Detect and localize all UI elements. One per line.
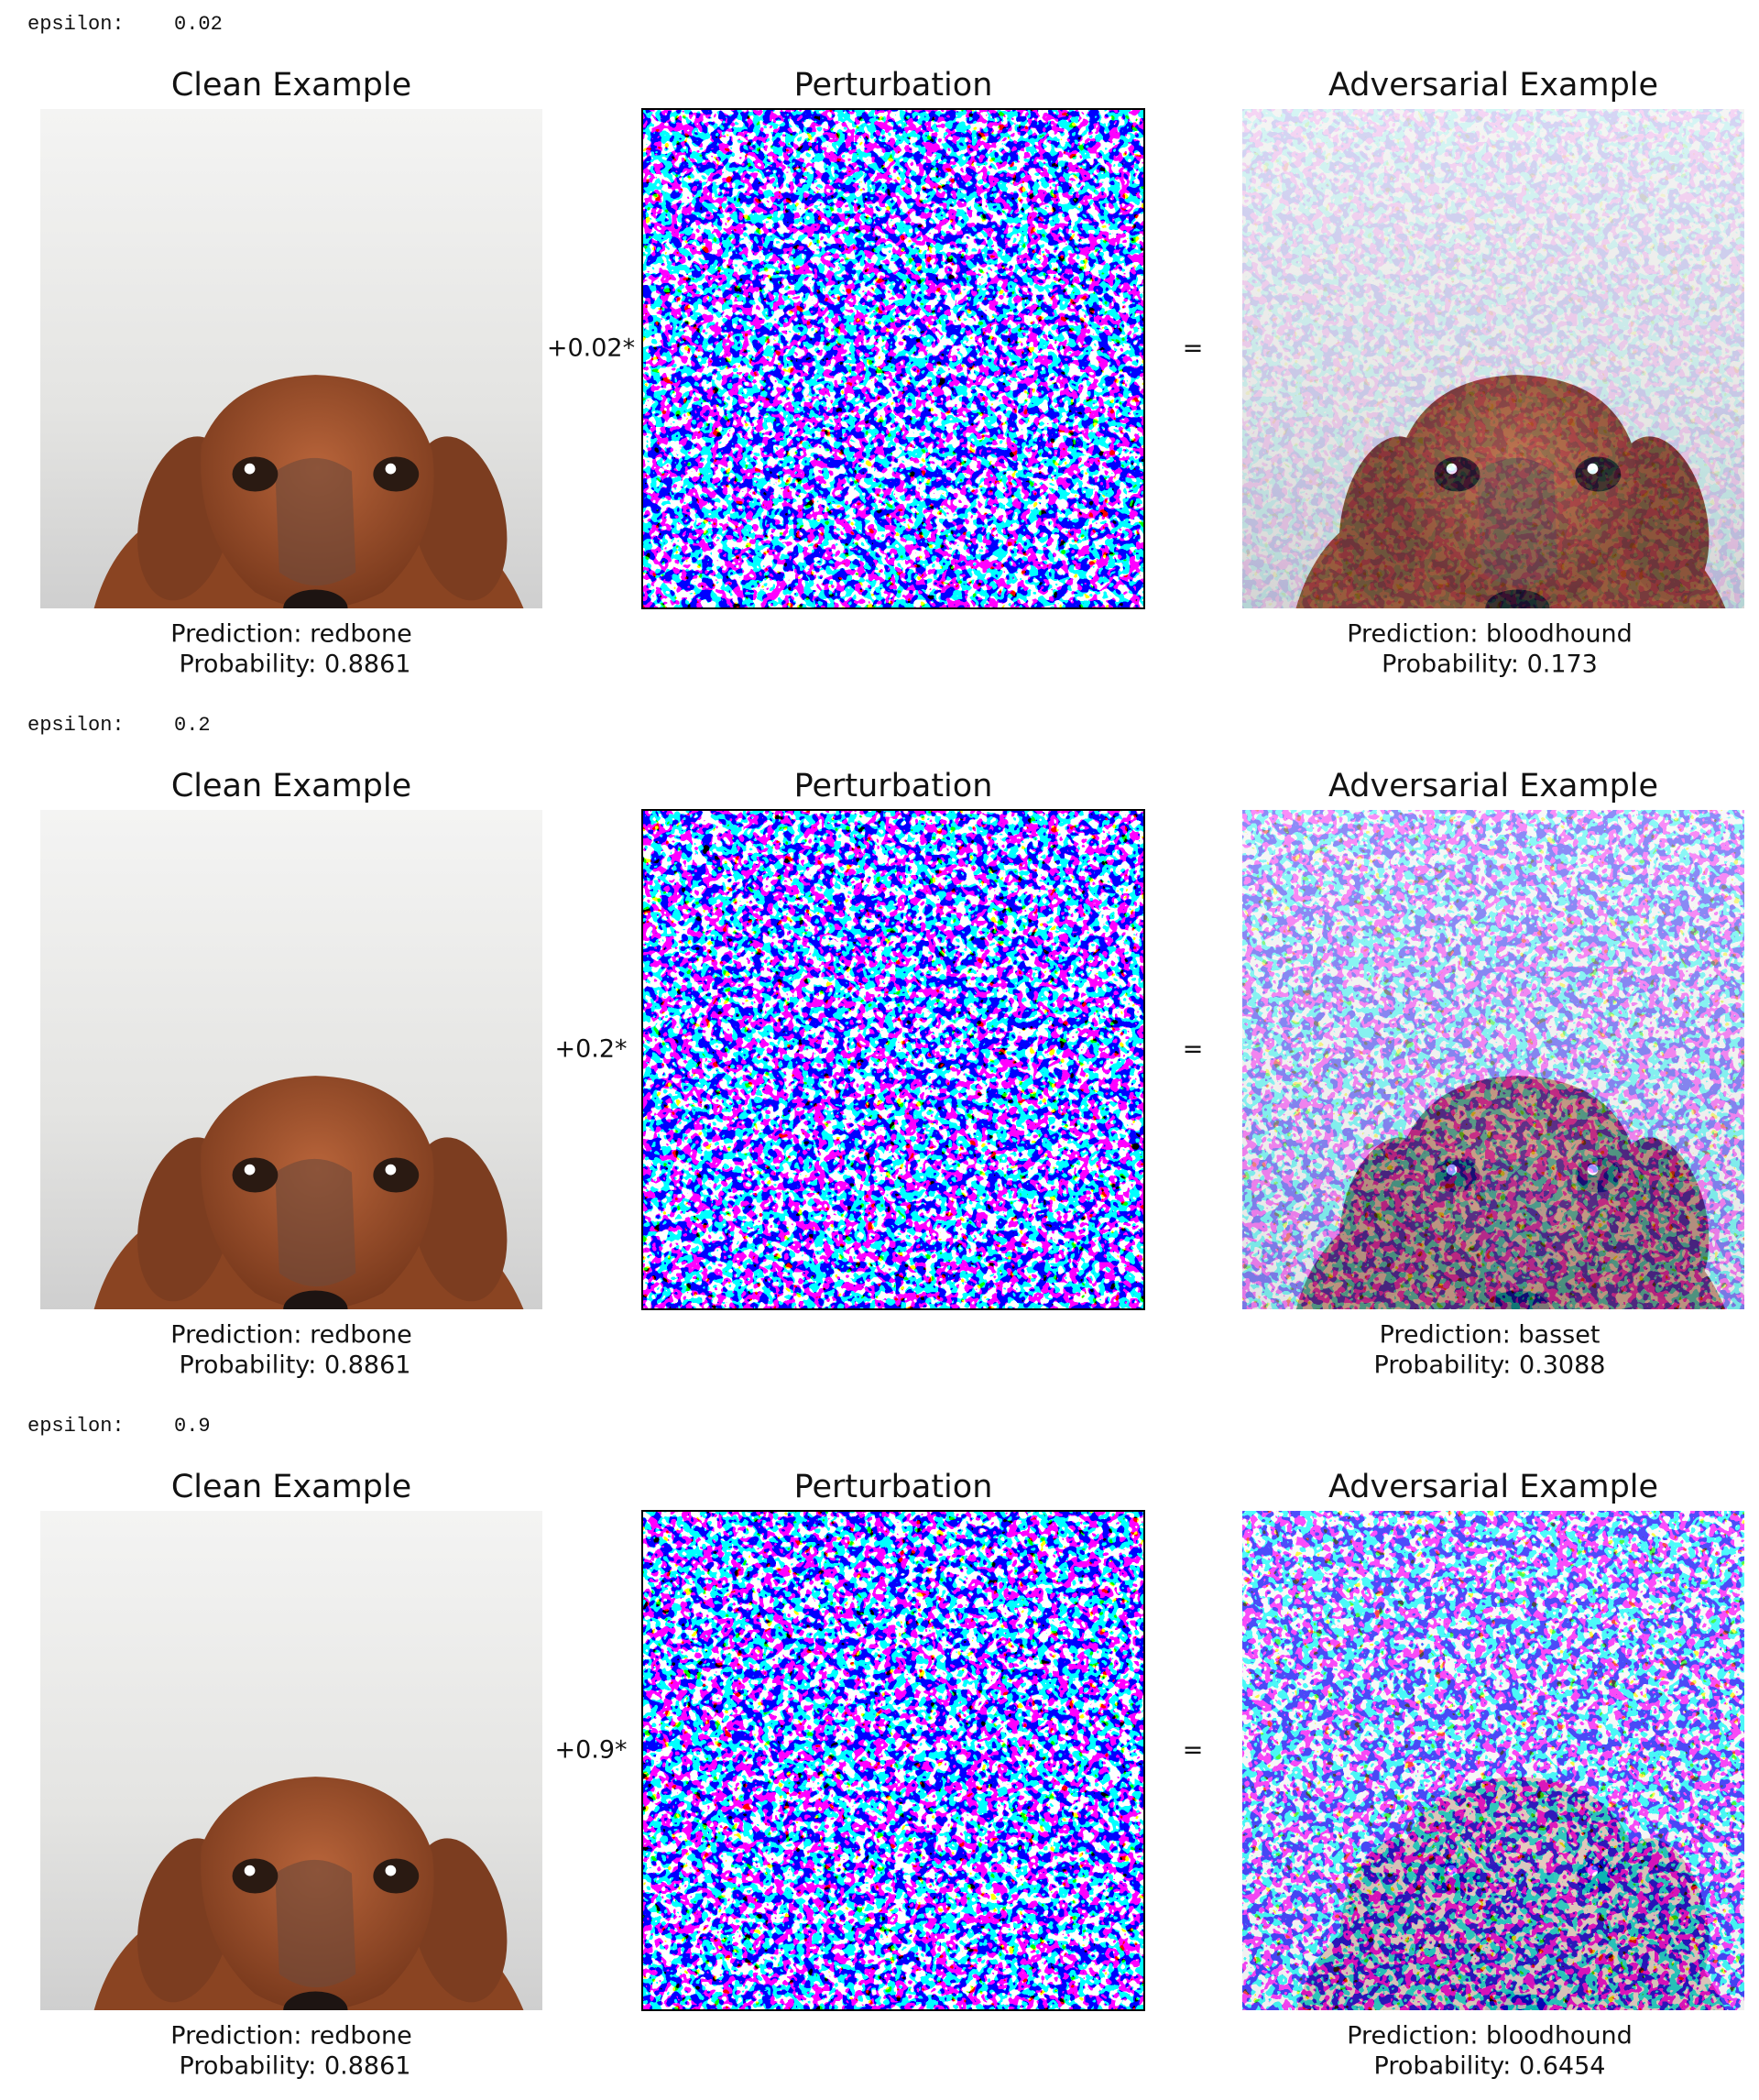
clean-image bbox=[40, 109, 542, 608]
equals: = bbox=[1183, 1736, 1204, 1765]
panel-title: Clean Example bbox=[171, 67, 411, 104]
probability: Probability: 0.8861 bbox=[180, 2052, 411, 2081]
panel-title: Clean Example bbox=[171, 1469, 411, 1505]
adversarial-noise bbox=[1242, 1511, 1744, 2010]
clean-image bbox=[40, 810, 542, 1309]
panel-title: Perturbation bbox=[794, 67, 993, 104]
probability: Probability: 0.6454 bbox=[1374, 2052, 1606, 2081]
equals: = bbox=[1183, 1035, 1204, 1064]
panel-title: Adversarial Example bbox=[1328, 67, 1658, 104]
adversarial-noise bbox=[1242, 810, 1744, 1309]
prediction: Prediction: basset bbox=[1380, 1321, 1601, 1350]
operator: +0.9* bbox=[554, 1736, 627, 1765]
epsilon-value: 0.9 bbox=[174, 1415, 211, 1438]
prediction: Prediction: redbone bbox=[170, 1321, 411, 1350]
perturbation-border bbox=[641, 1510, 1145, 2011]
epsilon-value: 0.02 bbox=[174, 13, 223, 36]
clean-image bbox=[40, 1511, 542, 2010]
perturbation-border bbox=[641, 809, 1145, 1310]
panel-title: Perturbation bbox=[794, 768, 993, 804]
panel-title: Perturbation bbox=[794, 1469, 993, 1505]
adversarial-noise bbox=[1242, 109, 1744, 608]
perturbation-image bbox=[642, 810, 1144, 1309]
operator: +0.2* bbox=[554, 1035, 627, 1064]
epsilon-label: epsilon: bbox=[27, 13, 125, 36]
perturbation-image bbox=[642, 1511, 1144, 2010]
probability: Probability: 0.8861 bbox=[180, 1351, 411, 1380]
operator: +0.02* bbox=[547, 334, 635, 363]
probability: Probability: 0.3088 bbox=[1374, 1351, 1606, 1380]
panel-title: Clean Example bbox=[171, 768, 411, 804]
epsilon-label: epsilon: bbox=[27, 714, 125, 737]
epsilon-label: epsilon: bbox=[27, 1415, 125, 1438]
prediction: Prediction: redbone bbox=[170, 2022, 411, 2051]
panel-title: Adversarial Example bbox=[1328, 1469, 1658, 1505]
probability: Probability: 0.173 bbox=[1382, 651, 1598, 679]
epsilon-value: 0.2 bbox=[174, 714, 211, 737]
equals: = bbox=[1183, 334, 1204, 363]
probability: Probability: 0.8861 bbox=[180, 651, 411, 679]
prediction: Prediction: bloodhound bbox=[1347, 2022, 1633, 2051]
perturbation-border bbox=[641, 108, 1145, 609]
prediction: Prediction: redbone bbox=[170, 620, 411, 649]
prediction: Prediction: bloodhound bbox=[1347, 620, 1633, 649]
perturbation-image bbox=[642, 109, 1144, 608]
panel-title: Adversarial Example bbox=[1328, 768, 1658, 804]
